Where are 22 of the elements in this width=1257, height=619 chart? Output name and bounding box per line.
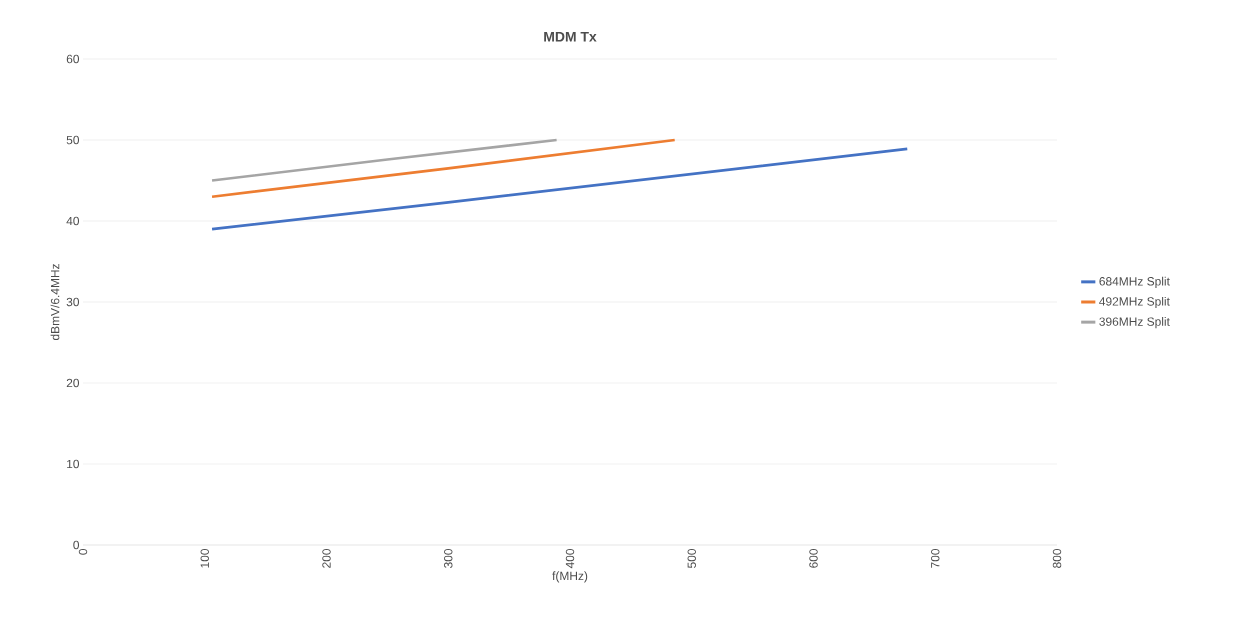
x-tick-label: 100 [200, 548, 209, 568]
legend-label: 396MHz Split [1099, 317, 1170, 329]
x-axis-title: f(MHz) [552, 571, 588, 583]
y-tick-label: 0 [73, 540, 80, 550]
x-tick-label: 0 [78, 548, 88, 555]
y-tick-label: 40 [66, 216, 80, 226]
x-tick-label: 300 [444, 548, 453, 569]
x-tick-label: 700 [931, 548, 940, 568]
y-axis-title: dBmV/6.4MHz [50, 264, 60, 341]
x-tick-label: 500 [687, 548, 696, 568]
x-tick-label: 800 [1052, 548, 1062, 568]
y-tick-label: 30 [66, 297, 80, 307]
y-tick-label: 10 [67, 459, 80, 469]
y-tick-label: 20 [66, 378, 80, 388]
chart-title: MDM Tx [544, 31, 597, 42]
y-tick-label: 60 [66, 54, 80, 64]
y-tick-label: 50 [66, 135, 80, 145]
x-tick-label: 200 [322, 548, 331, 568]
legend-label: 684MHz Split [1099, 276, 1170, 288]
x-tick-label: 400 [565, 548, 575, 569]
legend-label: 492MHz Split [1099, 296, 1170, 309]
x-tick-label: 600 [809, 548, 818, 568]
